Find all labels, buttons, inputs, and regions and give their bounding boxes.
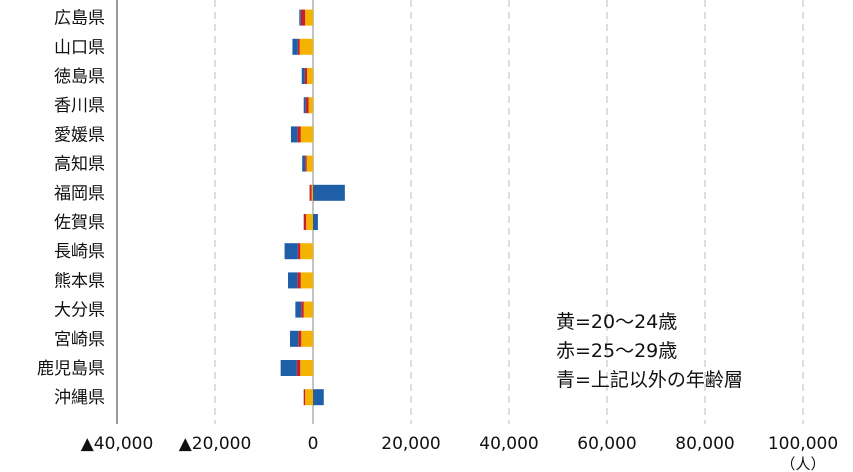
- category-label: 沖縄県: [54, 388, 105, 408]
- legend-entry-red: 赤=25～29歳: [556, 340, 678, 362]
- x-tick-label: ▲20,000: [179, 434, 252, 454]
- bar-segment: [313, 389, 324, 406]
- bar-segment: [306, 214, 313, 230]
- bar-segment: [313, 214, 318, 230]
- category-label: 広島県: [54, 9, 105, 29]
- x-tick-label: 20,000: [381, 434, 440, 454]
- bar-segment: [297, 272, 301, 289]
- category-label: 福岡県: [54, 184, 105, 204]
- category-label: 香川県: [54, 96, 105, 116]
- category-label: 大分県: [54, 301, 105, 321]
- bar-segment: [313, 184, 345, 201]
- bar-segment: [305, 155, 307, 172]
- bar-segment: [299, 9, 301, 26]
- bar-segment: [289, 330, 299, 347]
- bar-segment: [301, 330, 313, 347]
- x-tick-label: ▲40,000: [81, 434, 154, 454]
- bar-segment: [297, 38, 300, 55]
- bar-segment: [295, 301, 302, 318]
- bar-segment: [280, 360, 297, 376]
- x-tick-label: 80,000: [675, 434, 734, 454]
- bar-segment: [292, 38, 298, 55]
- bar-segment: [300, 243, 313, 260]
- bar-segment: [288, 272, 298, 289]
- category-label: 徳島県: [54, 67, 105, 87]
- bar-segment: [303, 389, 306, 406]
- legend-entry-yellow: 黄=20～24歳: [556, 311, 678, 333]
- category-label: 佐賀県: [54, 213, 105, 233]
- bar-segment: [303, 97, 306, 114]
- category-labels: 広島県山口県徳島県香川県愛媛県高知県福岡県佐賀県長崎県熊本県大分県宮崎県鹿児島県…: [37, 9, 105, 409]
- x-tick-labels: ▲40,000 ▲20,000 0 20,000 40,000 60,000 80,000 1…: [81, 434, 838, 454]
- bar-segment: [301, 68, 305, 84]
- bar-segment: [297, 243, 301, 260]
- bars-group: [280, 9, 345, 406]
- bar-segment: [303, 301, 313, 318]
- bar-segment: [284, 243, 298, 260]
- x-tick-label: 40,000: [479, 434, 538, 454]
- bar-segment: [308, 97, 313, 114]
- bar-segment: [296, 360, 301, 376]
- bar-segment: [305, 9, 313, 26]
- bar-segment: [300, 272, 313, 289]
- category-label: 高知県: [54, 155, 105, 175]
- bar-segment: [298, 330, 302, 347]
- bar-segment: [305, 389, 313, 406]
- x-tick-label: 0: [308, 434, 319, 454]
- bar-segment: [306, 155, 313, 172]
- bar-segment: [309, 184, 312, 201]
- bar-segment: [301, 301, 304, 318]
- bar-segment: [303, 214, 307, 230]
- bar-segment: [302, 155, 306, 172]
- legend: 黄=20～24歳 赤=25～29歳 青=上記以外の年齢層: [556, 308, 743, 395]
- category-label: 愛媛県: [54, 125, 105, 145]
- x-unit-label: （人）: [780, 455, 825, 472]
- bar-segment: [300, 126, 313, 143]
- x-tick-label: 100,000: [768, 434, 838, 454]
- category-label: 鹿児島県: [37, 359, 105, 379]
- category-label: 山口県: [54, 38, 105, 58]
- bar-segment: [304, 68, 308, 84]
- bar-segment: [297, 126, 301, 143]
- category-label: 長崎県: [54, 242, 105, 262]
- category-label: 熊本県: [54, 271, 105, 291]
- bar-segment: [300, 9, 306, 26]
- x-tick-label: 60,000: [577, 434, 636, 454]
- legend-entry-blue: 青=上記以外の年齢層: [556, 369, 743, 391]
- bar-segment: [307, 68, 313, 84]
- bar-segment: [305, 97, 309, 114]
- bar-segment: [299, 38, 313, 55]
- bar-segment: [290, 126, 298, 143]
- bar-segment: [300, 360, 313, 376]
- bar-segment: [311, 184, 313, 201]
- category-label: 宮崎県: [54, 330, 105, 350]
